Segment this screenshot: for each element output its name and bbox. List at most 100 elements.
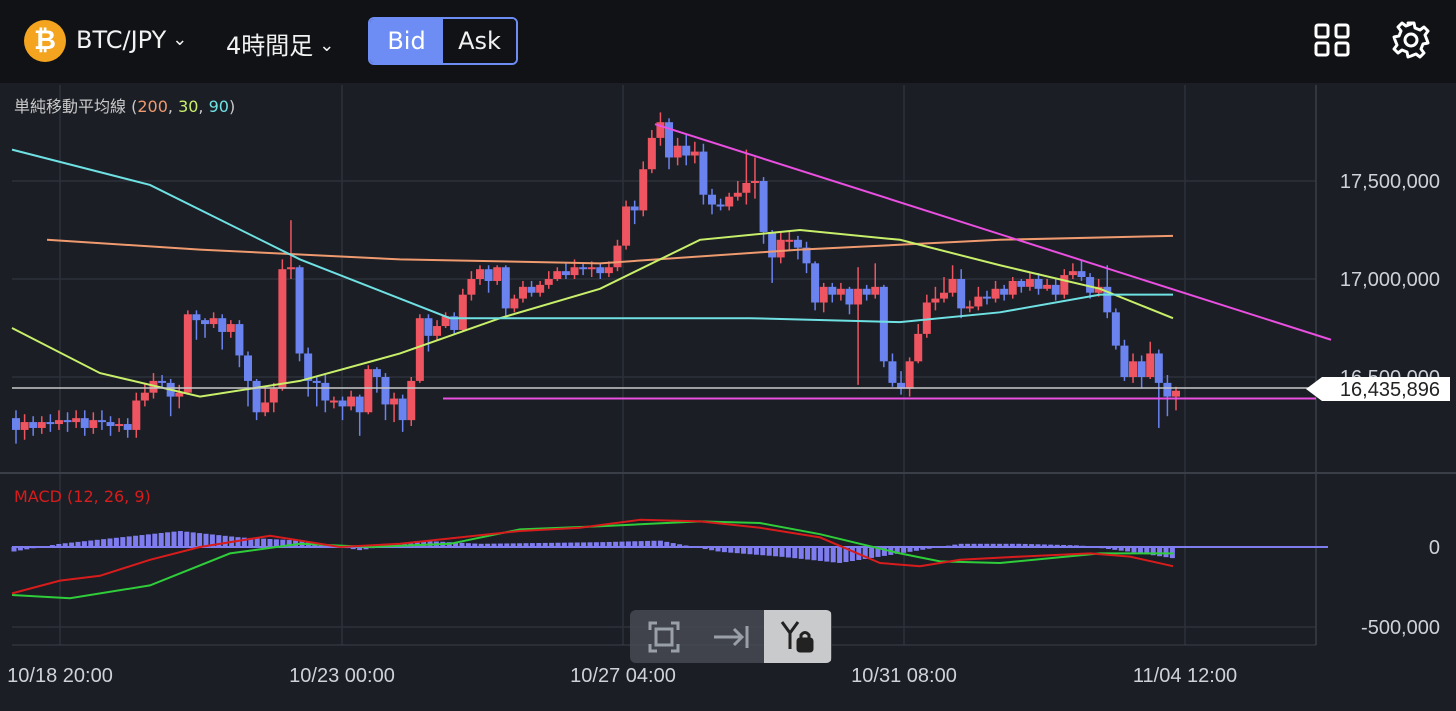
candle-body xyxy=(811,263,820,303)
candle-body xyxy=(235,324,244,356)
macd-histogram-bar xyxy=(216,535,222,547)
bid-button[interactable]: Bid xyxy=(370,19,443,63)
macd-histogram-bar xyxy=(1112,547,1118,550)
macd-histogram-bar xyxy=(721,547,727,553)
candle-body xyxy=(604,267,613,274)
candle-body xyxy=(1137,361,1146,377)
candle-body xyxy=(725,196,734,207)
macd-histogram-bar xyxy=(56,544,62,547)
candle-body xyxy=(484,269,493,281)
candle-body xyxy=(80,418,89,428)
macd-histogram-bar xyxy=(94,539,100,547)
macd-histogram-bar xyxy=(977,543,983,547)
candle-body xyxy=(1111,312,1120,346)
chevron-down-icon: ⌄ xyxy=(172,29,188,50)
candle-body xyxy=(1094,286,1103,293)
macd-histogram-bar xyxy=(1029,544,1035,547)
candle-body xyxy=(329,400,338,403)
macd-histogram-bar xyxy=(158,533,164,547)
timeframe-selector[interactable]: 4時間足 ⌄ xyxy=(226,26,334,61)
candle-body xyxy=(1025,279,1034,287)
candle-body xyxy=(46,422,55,425)
macd-histogram-bar xyxy=(1048,544,1054,547)
candle-body xyxy=(974,296,983,307)
macd-histogram-bar xyxy=(651,540,657,547)
macd-histogram-bar xyxy=(907,547,913,552)
candle-body xyxy=(665,122,674,158)
macd-histogram-bar xyxy=(1144,547,1150,555)
candle-body xyxy=(819,286,828,303)
macd-histogram-bar xyxy=(17,547,23,551)
candle-body xyxy=(381,377,390,405)
macd-histogram-bar xyxy=(837,547,843,563)
candle-body xyxy=(226,324,235,332)
macd-histogram-bar xyxy=(881,547,887,556)
macd-histogram-bar xyxy=(81,541,87,547)
macd-histogram-bar xyxy=(849,547,855,562)
macd-histogram-bar xyxy=(785,547,791,558)
macd-histogram-bar xyxy=(267,539,273,547)
candle-body xyxy=(690,151,699,156)
candle-body xyxy=(793,239,802,248)
sma-200-line xyxy=(46,234,1174,265)
gear-icon[interactable] xyxy=(1389,18,1433,62)
candle-body xyxy=(201,320,210,325)
macd-histogram-bar xyxy=(235,537,241,547)
time-tick-label: 10/23 00:00 xyxy=(289,665,395,687)
y-axis-lock-button[interactable] xyxy=(764,610,831,663)
top-bar: ₿ BTC/JPY ⌄ 4時間足 ⌄ Bid Ask xyxy=(0,0,1456,83)
layout-grid-icon[interactable] xyxy=(1310,18,1354,62)
macd-histogram-bar xyxy=(1137,547,1143,554)
candle-body xyxy=(639,169,648,211)
trendline-resistance xyxy=(654,123,1332,341)
candle-body xyxy=(390,398,399,405)
macd-histogram-bar xyxy=(958,543,964,547)
macd-histogram-bar xyxy=(1163,547,1169,558)
macd-histogram-bar xyxy=(901,547,907,553)
candlestick-series xyxy=(12,112,1180,444)
candle-body xyxy=(948,279,957,293)
candle-body xyxy=(716,204,725,207)
macd-histogram-bar xyxy=(593,542,599,547)
candle-body xyxy=(527,286,536,293)
macd-histogram-bar xyxy=(414,541,420,547)
candle-body xyxy=(175,392,184,397)
pair-selector[interactable]: BTC/JPY ⌄ xyxy=(76,26,187,54)
candle-body xyxy=(647,137,656,170)
candle-body xyxy=(72,418,81,423)
candle-body xyxy=(1103,286,1112,313)
bitcoin-icon: ₿ xyxy=(24,20,66,62)
candle-body xyxy=(613,245,622,268)
candle-body xyxy=(871,286,880,295)
macd-histogram-bar xyxy=(913,547,919,551)
macd-histogram-bar xyxy=(869,547,875,558)
macd-histogram-bar xyxy=(69,542,75,547)
macd-histogram-bar xyxy=(1035,544,1041,547)
timeframe-label: 4時間足 xyxy=(226,32,314,60)
macd-histogram-bar xyxy=(581,542,587,547)
candle-body xyxy=(742,182,751,193)
scroll-to-latest-button[interactable] xyxy=(697,610,764,663)
ask-button[interactable]: Ask xyxy=(443,19,516,63)
candle-body xyxy=(476,269,484,279)
trendlines xyxy=(443,123,1332,400)
candle-body xyxy=(579,267,588,270)
fullscreen-button[interactable] xyxy=(630,610,697,663)
sma-indicator-label: 単純移動平均線 (200, 30, 90) xyxy=(14,97,235,116)
candle-body xyxy=(776,239,785,258)
macd-histogram-bar xyxy=(241,537,247,547)
macd-histogram-bar xyxy=(741,547,747,554)
candle-body xyxy=(278,269,287,389)
candle-body xyxy=(768,231,777,258)
macd-histogram-bar xyxy=(952,544,958,547)
candle-body xyxy=(295,267,304,354)
candle-body xyxy=(914,333,923,362)
candle-body xyxy=(355,396,364,413)
candle-body xyxy=(553,271,562,279)
candle-body xyxy=(682,145,691,156)
macd-histogram-bar xyxy=(286,540,292,547)
candle-body xyxy=(450,316,459,330)
candle-body xyxy=(1034,279,1043,289)
candle-body xyxy=(364,369,373,413)
macd-histogram-bar xyxy=(702,547,708,550)
